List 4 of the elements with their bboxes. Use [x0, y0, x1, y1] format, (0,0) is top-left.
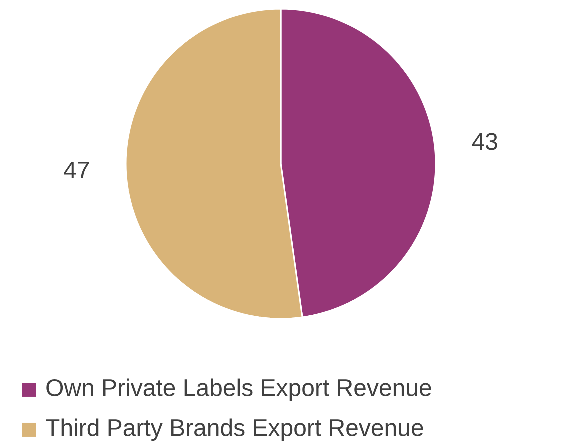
data-label: 43 [472, 133, 498, 150]
legend-label: Own Private Labels Export Revenue [46, 378, 432, 402]
legend-label: Third Party Brands Export Revenue [46, 418, 424, 442]
data-label: 47 [64, 162, 90, 179]
